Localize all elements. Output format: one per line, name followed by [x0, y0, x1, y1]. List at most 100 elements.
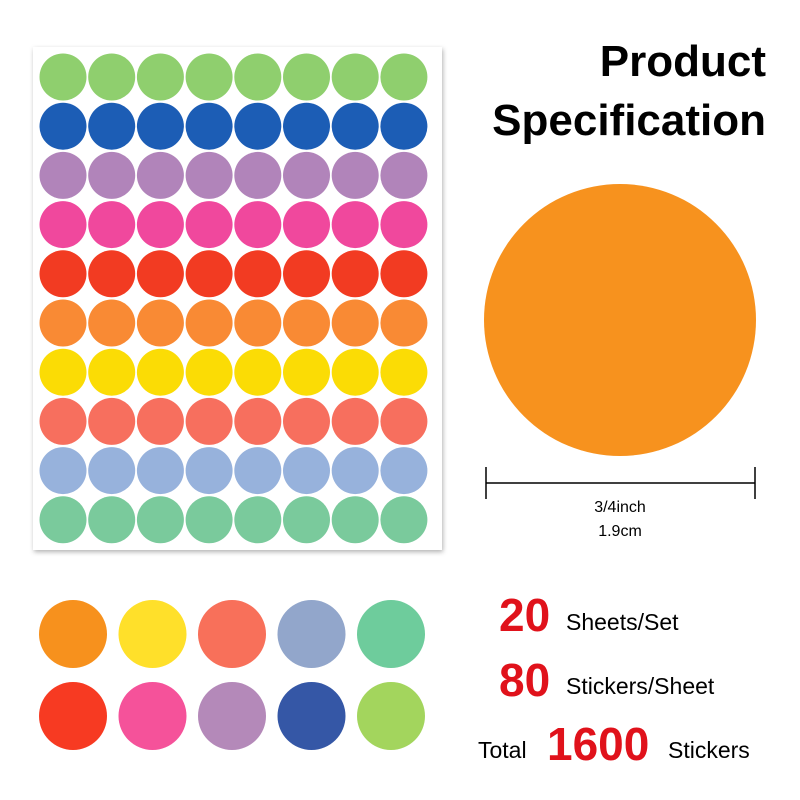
sheet-sticker [136, 53, 184, 101]
color-swatch [118, 682, 187, 750]
color-swatch [357, 682, 425, 750]
sheet-sticker [88, 102, 136, 150]
title-line: Product [600, 37, 767, 86]
dimension-cm: 1.9cm [598, 523, 642, 540]
sheet-sticker [234, 102, 282, 150]
sheet-sticker [136, 299, 184, 347]
color-swatch [39, 600, 107, 668]
sheet-sticker [331, 102, 379, 150]
sheet-sticker [331, 299, 379, 347]
spec-label: Stickers/Sheet [566, 673, 715, 699]
sheet-sticker [331, 53, 379, 101]
sheet-sticker [380, 250, 428, 298]
sheet-sticker [39, 348, 87, 396]
sheet-sticker [283, 348, 330, 396]
sheet-sticker [185, 348, 233, 396]
sheet-sticker [88, 397, 136, 445]
spec-number: 20 [499, 589, 550, 641]
sheet-sticker [88, 201, 136, 249]
sheet-sticker [185, 496, 233, 544]
sheet-sticker [136, 397, 184, 445]
sheet-sticker [234, 348, 282, 396]
sheet-sticker [39, 201, 87, 249]
sheet-sticker [185, 102, 233, 150]
sheet-sticker [39, 397, 87, 445]
color-swatch [198, 682, 266, 750]
sheet-sticker [331, 397, 379, 445]
sheet-sticker [331, 348, 379, 396]
sheet-sticker [39, 250, 87, 298]
sheet-sticker [380, 496, 428, 544]
color-swatch [277, 600, 346, 668]
spec-label: Stickers [668, 737, 750, 763]
sheet-sticker [88, 299, 136, 347]
sheet-sticker [380, 447, 428, 495]
sheet-sticker [234, 201, 282, 249]
color-swatch [118, 600, 187, 668]
sheet-sticker [185, 201, 233, 249]
sheet-sticker [283, 102, 330, 150]
sheet-sticker [283, 397, 330, 445]
sheet-sticker [234, 397, 282, 445]
spec-prefix: Total [478, 737, 527, 763]
color-swatch [39, 682, 107, 750]
sheet-sticker [234, 447, 282, 495]
sheet-sticker [380, 53, 428, 101]
sheet-sticker [136, 348, 184, 396]
sheet-sticker [185, 151, 233, 199]
spec-number: 1600 [547, 718, 649, 770]
sticker-grid [39, 53, 428, 544]
sheet-sticker [234, 299, 282, 347]
sheet-sticker [283, 250, 330, 298]
sheet-sticker [234, 496, 282, 544]
sheet-sticker [136, 447, 184, 495]
sheet-sticker [331, 201, 379, 249]
sheet-sticker [185, 250, 233, 298]
sheet-sticker [283, 201, 330, 249]
sheet-sticker [185, 53, 233, 101]
sheet-sticker [283, 496, 330, 544]
sheet-sticker [136, 250, 184, 298]
sheet-sticker [39, 447, 87, 495]
sheet-sticker [380, 151, 428, 199]
sheet-sticker [380, 299, 428, 347]
sheet-sticker [283, 447, 330, 495]
spec-number: 80 [499, 654, 550, 706]
sheet-sticker [380, 201, 428, 249]
sheet-sticker [234, 250, 282, 298]
sheet-sticker [39, 151, 87, 199]
sheet-sticker [331, 496, 379, 544]
sheet-sticker [39, 53, 87, 101]
sheet-sticker [88, 496, 136, 544]
sheet-sticker [88, 250, 136, 298]
sheet-sticker [136, 151, 184, 199]
sheet-sticker [39, 496, 87, 544]
sheet-sticker [331, 151, 379, 199]
sample-sticker [484, 184, 756, 456]
sheet-sticker [331, 250, 379, 298]
sheet-sticker [136, 201, 184, 249]
title-line: Specification [492, 96, 766, 145]
sheet-sticker [380, 397, 428, 445]
sheet-sticker [136, 102, 184, 150]
sheet-sticker [380, 348, 428, 396]
sheet-sticker [283, 151, 330, 199]
sheet-sticker [234, 53, 282, 101]
color-swatch [277, 682, 346, 750]
dimension-inch: 3/4inch [594, 499, 646, 516]
sheet-sticker [39, 299, 87, 347]
sheet-sticker [185, 447, 233, 495]
color-swatches [39, 600, 425, 750]
sheet-sticker [88, 53, 136, 101]
sheet-sticker [185, 299, 233, 347]
sheet-sticker [283, 53, 330, 101]
sheet-sticker [185, 397, 233, 445]
color-swatch [198, 600, 266, 668]
sheet-sticker [234, 151, 282, 199]
sheet-sticker [283, 299, 330, 347]
color-swatch [357, 600, 425, 668]
sheet-sticker [88, 348, 136, 396]
sheet-sticker [136, 496, 184, 544]
sheet-sticker [88, 447, 136, 495]
